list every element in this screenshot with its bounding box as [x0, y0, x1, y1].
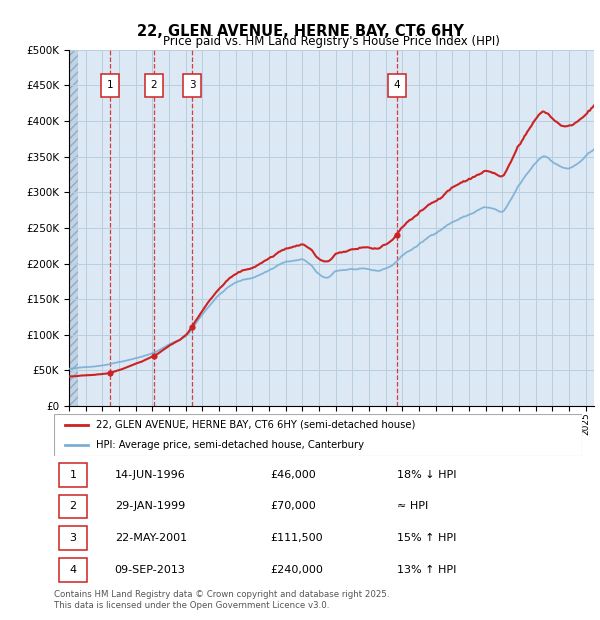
Text: 1: 1: [70, 470, 77, 480]
FancyBboxPatch shape: [145, 74, 163, 97]
Text: 2: 2: [151, 80, 157, 91]
Text: 22, GLEN AVENUE, HERNE BAY, CT6 6HY (semi-detached house): 22, GLEN AVENUE, HERNE BAY, CT6 6HY (sem…: [96, 420, 416, 430]
Text: 15% ↑ HPI: 15% ↑ HPI: [397, 533, 457, 543]
Text: ≈ HPI: ≈ HPI: [397, 502, 428, 512]
Text: 29-JAN-1999: 29-JAN-1999: [115, 502, 185, 512]
Text: 13% ↑ HPI: 13% ↑ HPI: [397, 565, 457, 575]
FancyBboxPatch shape: [59, 558, 87, 582]
Text: £46,000: £46,000: [271, 470, 316, 480]
FancyBboxPatch shape: [59, 526, 87, 550]
Text: £240,000: £240,000: [271, 565, 323, 575]
FancyBboxPatch shape: [59, 463, 87, 487]
Text: 18% ↓ HPI: 18% ↓ HPI: [397, 470, 457, 480]
FancyBboxPatch shape: [54, 414, 582, 456]
Bar: [69, 50, 78, 406]
Text: 1: 1: [107, 80, 113, 91]
Text: 22-MAY-2001: 22-MAY-2001: [115, 533, 187, 543]
Text: £70,000: £70,000: [271, 502, 316, 512]
FancyBboxPatch shape: [59, 495, 87, 518]
Text: 2: 2: [70, 502, 77, 512]
FancyBboxPatch shape: [388, 74, 406, 97]
Text: 09-SEP-2013: 09-SEP-2013: [115, 565, 185, 575]
FancyBboxPatch shape: [183, 74, 201, 97]
Text: Contains HM Land Registry data © Crown copyright and database right 2025.
This d: Contains HM Land Registry data © Crown c…: [54, 590, 389, 609]
Text: 3: 3: [70, 533, 77, 543]
Text: 3: 3: [188, 80, 196, 91]
Title: Price paid vs. HM Land Registry's House Price Index (HPI): Price paid vs. HM Land Registry's House …: [163, 35, 500, 48]
Text: 4: 4: [394, 80, 400, 91]
Text: 4: 4: [70, 565, 77, 575]
Text: HPI: Average price, semi-detached house, Canterbury: HPI: Average price, semi-detached house,…: [96, 440, 364, 450]
Text: 22, GLEN AVENUE, HERNE BAY, CT6 6HY: 22, GLEN AVENUE, HERNE BAY, CT6 6HY: [137, 24, 463, 38]
Text: 14-JUN-1996: 14-JUN-1996: [115, 470, 185, 480]
FancyBboxPatch shape: [101, 74, 119, 97]
Text: £111,500: £111,500: [271, 533, 323, 543]
